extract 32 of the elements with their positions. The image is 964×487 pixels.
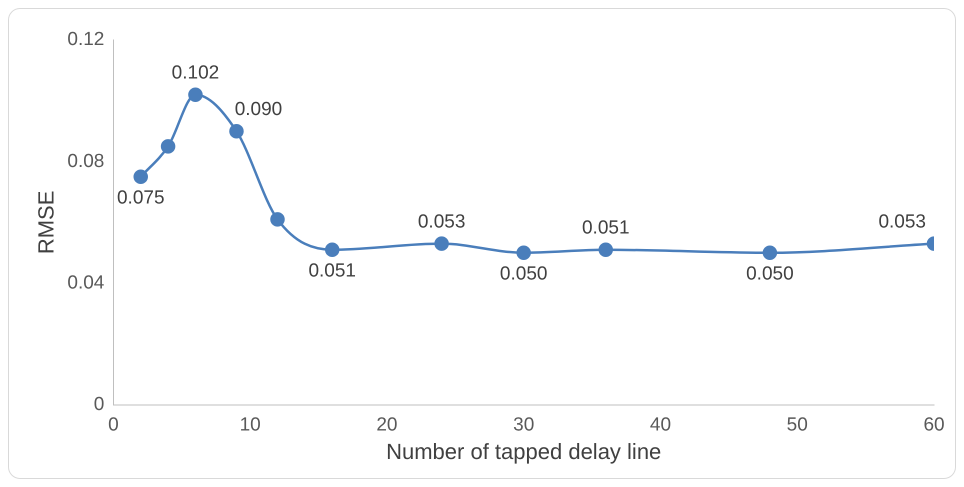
x-tick-label: 60 bbox=[923, 414, 945, 436]
data-label: 0.053 bbox=[418, 211, 466, 232]
data-label: 0.075 bbox=[116, 188, 165, 209]
point bbox=[516, 246, 531, 260]
point bbox=[188, 87, 203, 102]
x-tick-label: 50 bbox=[786, 414, 808, 436]
x-tick-label: 30 bbox=[513, 414, 534, 436]
data-label: 0.102 bbox=[172, 62, 220, 84]
data-label: 0.050 bbox=[500, 264, 548, 285]
point bbox=[598, 242, 613, 258]
x-tick-label: 40 bbox=[650, 414, 672, 436]
x-tick-label: 20 bbox=[376, 414, 398, 436]
point bbox=[762, 246, 778, 260]
x-tick-label: 10 bbox=[240, 414, 261, 436]
y-tick-label: 0.04 bbox=[67, 272, 105, 294]
point bbox=[434, 236, 449, 251]
y-tick-label: 0.12 bbox=[67, 29, 104, 50]
point bbox=[160, 139, 176, 154]
x-tick-label: 0 bbox=[108, 414, 119, 436]
point bbox=[270, 212, 285, 227]
y-tick-label: 0 bbox=[94, 394, 104, 416]
y-axis-title: RMSE bbox=[33, 190, 58, 254]
data-label: 0.090 bbox=[234, 98, 282, 120]
point bbox=[229, 124, 244, 138]
data-label: 0.051 bbox=[308, 260, 356, 282]
point bbox=[133, 170, 148, 184]
data-label: 0.053 bbox=[878, 211, 926, 232]
point bbox=[324, 242, 340, 258]
x-axis-title: Number of tapped delay line bbox=[386, 438, 662, 464]
data-label: 0.050 bbox=[746, 264, 794, 285]
data-label: 0.051 bbox=[582, 217, 630, 238]
y-tick-label: 0.08 bbox=[67, 150, 104, 172]
